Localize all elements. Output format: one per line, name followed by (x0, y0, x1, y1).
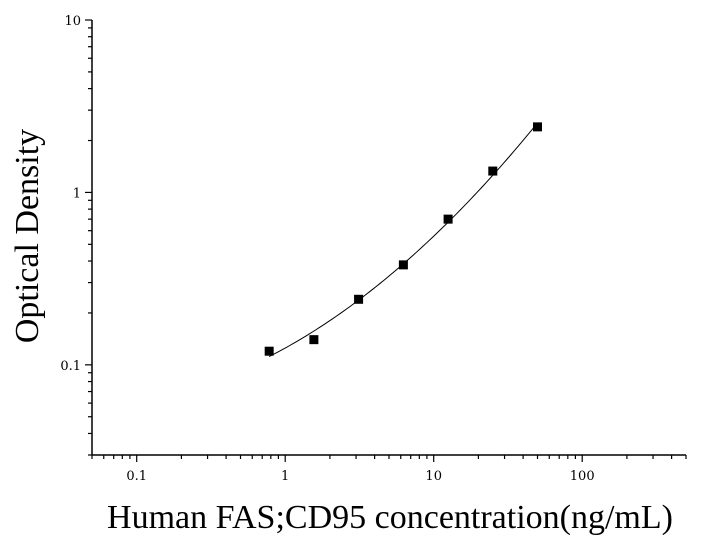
data-point (443, 214, 453, 224)
x-tick-label: 100 (570, 469, 595, 484)
data-point (533, 122, 542, 132)
y-tick-label: 10 (64, 14, 81, 29)
data-point (488, 166, 498, 176)
data-point (398, 260, 408, 270)
x-tick-label: 1 (281, 469, 289, 484)
fit-curve (268, 122, 538, 358)
x-tick-label: 10 (425, 469, 442, 484)
fit-curve-layer (268, 122, 538, 358)
axes: 0.1 1 10 100 0.1 1 10 (60, 14, 687, 484)
y-axis-title: Optical Density (9, 129, 46, 343)
y-tick-label: 0.1 (60, 359, 81, 374)
data-points (264, 122, 542, 356)
y-tick-label: 1 (73, 186, 81, 201)
data-point (264, 346, 274, 356)
data-point (309, 335, 319, 345)
x-tick-label: 0.1 (126, 469, 147, 484)
data-point (354, 294, 364, 304)
x-axis-title: Human FAS;CD95 concentration(ng/mL) (107, 499, 673, 535)
